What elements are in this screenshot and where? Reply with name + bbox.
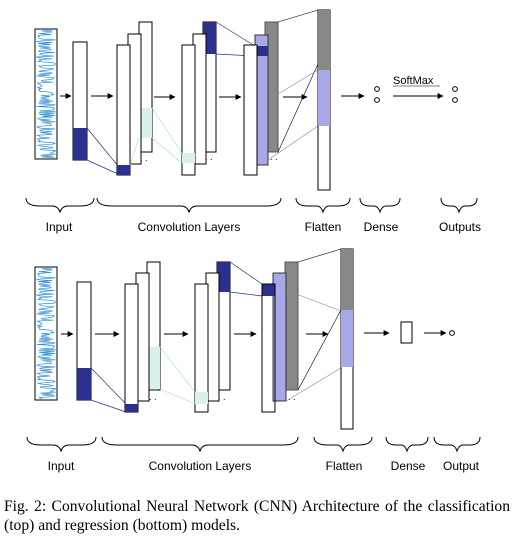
figure-caption: Fig. 2: Convolutional Neural Network (CN… (4, 498, 510, 534)
svg-text:. .: . . (288, 392, 296, 402)
classification-model-diagram: . . . . . . (25, 9, 481, 234)
svg-text:. .: . . (270, 152, 278, 162)
dense-node-bottom (400, 321, 413, 344)
kernel-window (73, 128, 87, 160)
conv-block-2-top: . . (151, 21, 256, 176)
brace-conv-top (96, 197, 282, 214)
brace-input-top (25, 197, 95, 214)
label-input-bottom: Input (48, 459, 75, 473)
brace-flatten-bottom (313, 436, 373, 453)
dense-nodes-top (374, 86, 380, 103)
label-conv-bottom: Convolution Layers (149, 459, 252, 473)
svg-text:. .: . . (205, 152, 213, 162)
brace-conv-bottom (101, 436, 299, 453)
svg-text:. .: . . (140, 153, 148, 163)
softmax-label: SoftMax (393, 75, 434, 87)
label-dense-top: Dense (364, 220, 399, 234)
conv-block-1-top: . . (116, 21, 153, 176)
output-nodes-top (452, 86, 458, 103)
brace-outputs-top (440, 197, 478, 214)
label-input-top: Input (46, 220, 73, 234)
flatten-vector-bottom (340, 248, 354, 430)
output-node-bottom (449, 330, 455, 336)
label-conv-top: Convolution Layers (138, 220, 241, 234)
conv-block-3-top: . . (243, 9, 319, 176)
brace-output-bottom (433, 436, 481, 453)
brace-flatten-top (295, 197, 351, 214)
regression-model-diagram: . . . . . . (26, 248, 481, 473)
label-output-bottom: Output (443, 459, 480, 473)
label-flatten-bottom: Flatten (326, 459, 363, 473)
label-flatten-top: Flatten (305, 220, 342, 234)
conv-block-1-bottom: . . (124, 261, 161, 413)
label-dense-bottom: Dense (391, 459, 426, 473)
conv-block-2-bottom: . . (159, 261, 263, 413)
label-outputs-top: Outputs (439, 220, 481, 234)
svg-text:. .: . . (149, 392, 157, 402)
svg-text:. .: . . (218, 392, 226, 402)
input-signal-top (34, 28, 58, 160)
brace-input-bottom (26, 436, 97, 453)
brace-dense-top (359, 197, 401, 214)
brace-dense-bottom (385, 436, 429, 453)
input-signal-bottom (34, 266, 58, 401)
conv-block-3-bottom: . . (261, 248, 342, 413)
flatten-vector-top (317, 9, 331, 191)
